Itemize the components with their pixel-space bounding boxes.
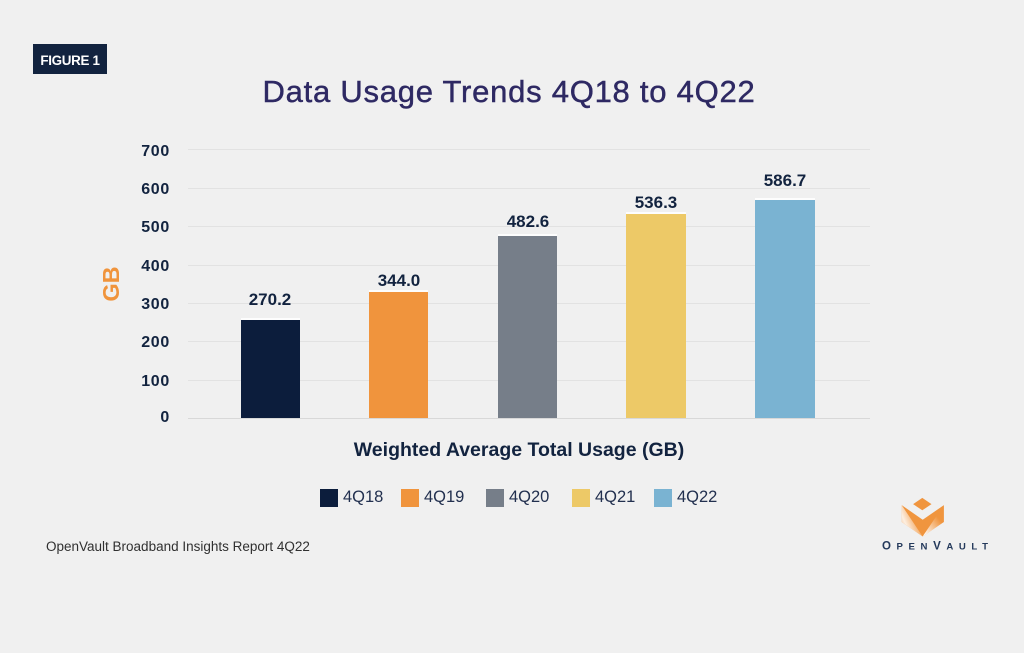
svg-text:OPENVAULT: OPENVAULT [882,541,994,553]
